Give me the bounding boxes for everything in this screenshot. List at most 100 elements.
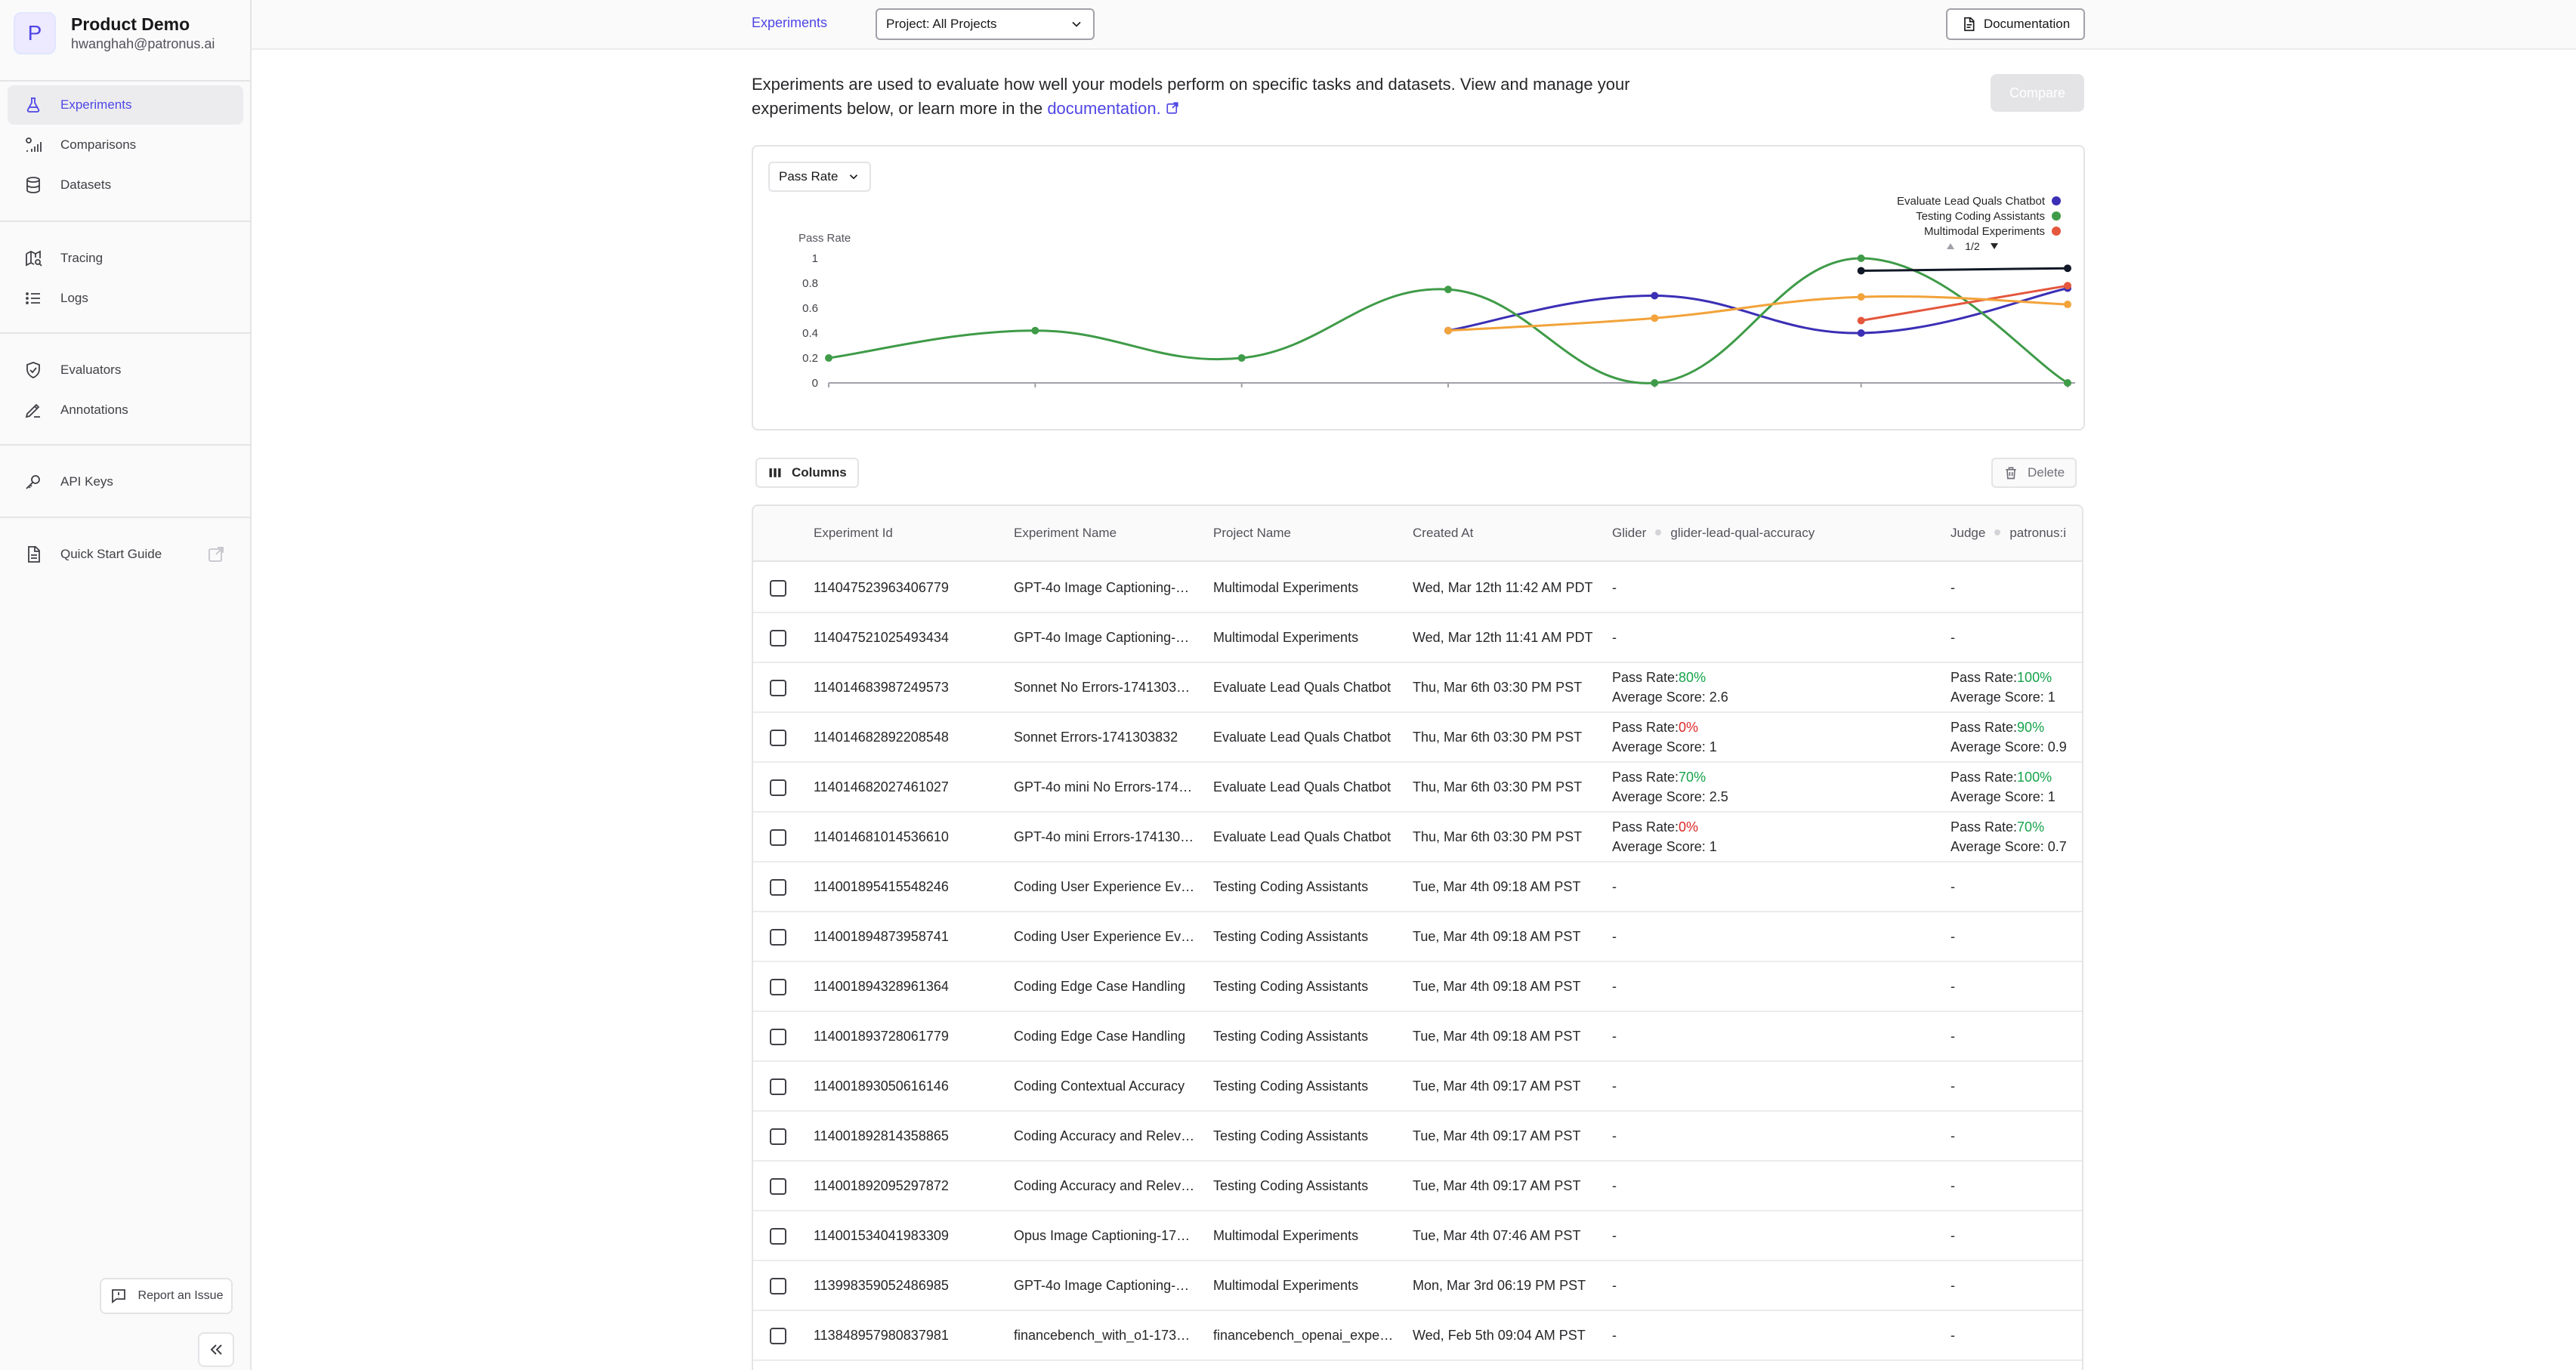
- chevron-down-icon: [1072, 21, 1081, 27]
- row-checkbox[interactable]: [770, 730, 786, 746]
- row-checkbox[interactable]: [770, 630, 786, 646]
- row-checkbox[interactable]: [770, 1078, 786, 1095]
- experiment-name-cell: Opus Image Captioning-1741102000: [1014, 1228, 1195, 1243]
- glider-cell: -: [1612, 1328, 1617, 1343]
- intro-text: Experiments are used to evaluate how wel…: [752, 73, 1643, 121]
- sidebar-item-quick-start-guide[interactable]: Quick Start Guide: [8, 535, 243, 574]
- judge-pass-rate: Pass Rate:100%: [1951, 670, 2052, 685]
- table-row[interactable]: 114001892814358865 Coding Accuracy and Re…: [753, 1112, 2082, 1162]
- table-row[interactable]: 114014681014536610 GPT-4o mini Errors-174…: [753, 813, 2082, 862]
- sidebar-item-evaluators[interactable]: Evaluators: [8, 350, 243, 390]
- row-checkbox[interactable]: [770, 1278, 786, 1294]
- sidebar-item-comparisons[interactable]: Comparisons: [8, 125, 243, 165]
- table-row[interactable]: 114014682027461027 GPT-4o mini No Errors-…: [753, 763, 2082, 813]
- sidebar-item-experiments[interactable]: Experiments: [8, 85, 243, 125]
- judge-average-score: Average Score: 1: [1951, 690, 2056, 705]
- table-row[interactable]: 114047523963406779 GPT-4o Image Captionin…: [753, 563, 2082, 613]
- judge-cell: -: [1951, 879, 1955, 894]
- average-score-value: 1: [1709, 839, 1717, 854]
- row-checkbox[interactable]: [770, 879, 786, 896]
- project-name-cell: Evaluate Lead Quals Chatbot: [1213, 779, 1391, 795]
- flask-icon: [26, 97, 40, 113]
- glider-cell: -: [1612, 929, 1617, 944]
- table-row[interactable]: 114001894873958741 Coding User Experience…: [753, 912, 2082, 962]
- row-checkbox[interactable]: [770, 1178, 786, 1195]
- row-checkbox[interactable]: [770, 929, 786, 946]
- y-tick-label: 0.6: [802, 302, 818, 315]
- column-header-created-at[interactable]: Created At: [1413, 526, 1474, 540]
- row-checkbox[interactable]: [770, 1029, 786, 1045]
- map-search-icon: [26, 250, 42, 267]
- table-row[interactable]: 114001534041983309 Opus Image Captioning-…: [753, 1211, 2082, 1261]
- column-header-experiment-id[interactable]: Experiment Id: [814, 526, 893, 540]
- table-row[interactable]: 114001895415548246 Coding User Experience…: [753, 862, 2082, 912]
- column-header-project-name[interactable]: Project Name: [1213, 526, 1291, 540]
- compare-button[interactable]: Compare: [1991, 74, 2084, 112]
- created-at-cell: Tue, Mar 4th 07:46 AM PST: [1413, 1228, 1581, 1243]
- created-at-cell: Tue, Mar 4th 09:18 AM PST: [1413, 929, 1581, 944]
- sidebar-item-datasets[interactable]: Datasets: [8, 165, 243, 205]
- data-point: [2064, 301, 2071, 309]
- table-row[interactable]: 114001892095297872 Coding Accuracy and Re…: [753, 1162, 2082, 1211]
- legend-swatch: [2052, 227, 2061, 236]
- comparison-chart-icon: [26, 137, 42, 152]
- table-row[interactable]: 113998359052486985 GPT-4o Image Captionin…: [753, 1261, 2082, 1311]
- sidebar-item-api-keys[interactable]: API Keys: [8, 462, 243, 501]
- project-name-cell: Testing Coding Assistants: [1213, 1029, 1369, 1044]
- report-issue-button[interactable]: Report an Issue: [100, 1278, 233, 1314]
- experiment-id-cell: 113998359052486985: [814, 1278, 949, 1293]
- documentation-link[interactable]: documentation.: [1047, 99, 1161, 118]
- glider-average-score: Average Score: 2.6: [1612, 690, 1728, 705]
- row-checkbox[interactable]: [770, 829, 786, 846]
- experiment-name-cell: Coding User Experience Evaluation: [1014, 879, 1195, 894]
- row-checkbox[interactable]: [770, 1228, 786, 1245]
- documentation-button[interactable]: Documentation: [1946, 8, 2085, 40]
- row-checkbox[interactable]: [770, 1328, 786, 1344]
- data-point: [1651, 314, 1659, 322]
- row-checkbox[interactable]: [770, 779, 786, 796]
- judge-cell: -: [1951, 1078, 1955, 1094]
- column-header-glider[interactable]: Glider glider-lead-qual-accuracy: [1612, 526, 1815, 541]
- pass-rate-value: 90%: [2017, 720, 2045, 735]
- sidebar-item-tracing[interactable]: Tracing: [8, 239, 243, 278]
- delete-button[interactable]: Delete: [1991, 458, 2077, 488]
- row-checkbox[interactable]: [770, 1128, 786, 1145]
- column-header-judge[interactable]: Judge patronus:i: [1951, 526, 2066, 541]
- table-row[interactable]: 114014682892208548 Sonnet Errors-17413038…: [753, 713, 2082, 763]
- y-tick-label: 0.4: [802, 327, 818, 340]
- table-row[interactable]: 114001893050616146 Coding Contextual Accu…: [753, 1062, 2082, 1112]
- experiment-id-cell: 114014682892208548: [814, 730, 949, 745]
- pass-rate-value: 70%: [1679, 770, 1707, 785]
- row-checkbox[interactable]: [770, 680, 786, 696]
- table-row[interactable]: 114047521025493434 GPT-4o Image Captionin…: [753, 613, 2082, 663]
- row-checkbox[interactable]: [770, 979, 786, 995]
- created-at-cell: Tue, Mar 4th 09:18 AM PST: [1413, 1029, 1581, 1044]
- pass-rate-value: 100%: [2017, 770, 2052, 785]
- evaluator-name: Judge: [1951, 526, 1986, 540]
- glider-cell: -: [1612, 879, 1617, 894]
- collapse-sidebar-button[interactable]: [198, 1332, 234, 1367]
- sidebar-item-annotations[interactable]: Annotations: [8, 390, 243, 430]
- experiment-name-cell: Coding Accuracy and Relevance: [1014, 1128, 1195, 1143]
- metric-select[interactable]: Pass Rate: [768, 162, 872, 192]
- column-header-experiment-name[interactable]: Experiment Name: [1014, 526, 1117, 540]
- org-switcher[interactable]: P Product Demo hwanghah@patronus.ai: [14, 12, 215, 54]
- columns-icon: [769, 468, 781, 477]
- created-at-cell: Thu, Mar 6th 03:30 PM PST: [1413, 680, 1583, 695]
- project-name-cell: Testing Coding Assistants: [1213, 1078, 1369, 1094]
- average-score-value: 2.6: [1709, 690, 1728, 705]
- table-row[interactable]: 114001893728061779 Coding Edge Case Handl…: [753, 1012, 2082, 1062]
- project-name-cell: Multimodal Experiments: [1213, 1278, 1359, 1293]
- columns-button[interactable]: Columns: [755, 458, 859, 488]
- table-row[interactable]: 113848957980837981 financebench_with_o1-1…: [753, 1311, 2082, 1361]
- table-row[interactable]: 114001894328961364 Coding Edge Case Handl…: [753, 962, 2082, 1012]
- experiment-name-cell: GPT-4o Image Captioning-1741054000: [1014, 1278, 1195, 1293]
- sidebar-item-logs[interactable]: Logs: [8, 279, 243, 318]
- row-checkbox[interactable]: [770, 580, 786, 597]
- breadcrumb[interactable]: Experiments: [752, 15, 828, 30]
- created-at-cell: Thu, Mar 6th 03:30 PM PST: [1413, 730, 1583, 745]
- message-alert-icon: [111, 1289, 125, 1304]
- data-point: [2064, 379, 2071, 387]
- project-select[interactable]: Project: All Projects: [876, 8, 1095, 40]
- table-row[interactable]: 114014683987249573 Sonnet No Errors-17413…: [753, 663, 2082, 713]
